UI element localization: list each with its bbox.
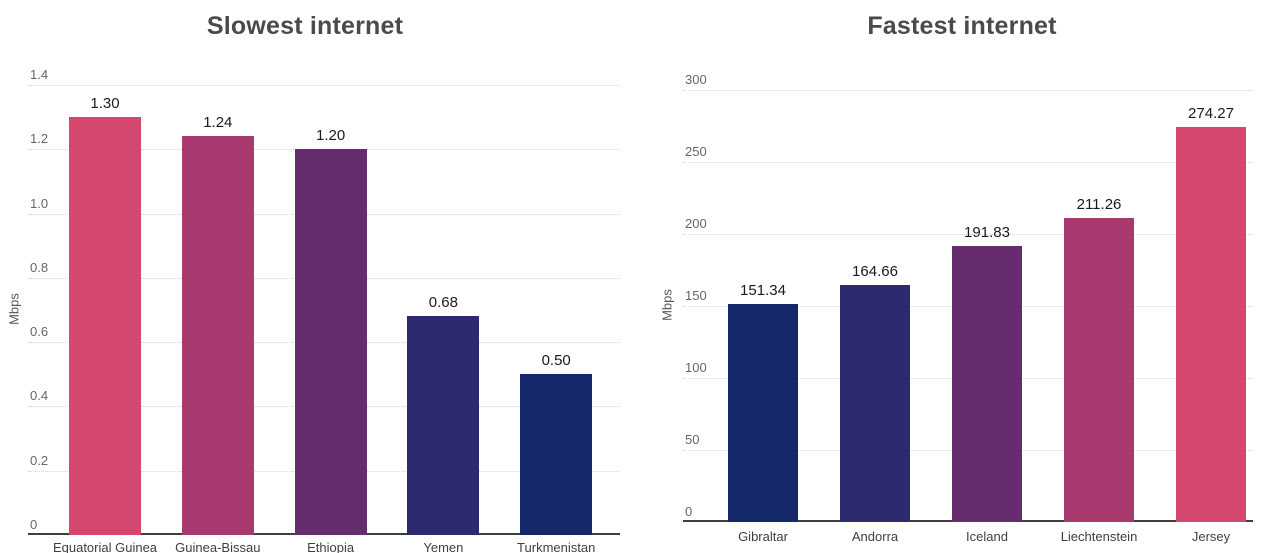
bar-value-label: 151.34 bbox=[740, 282, 786, 300]
y-tick-label: 0.2 bbox=[30, 452, 49, 468]
grid-line bbox=[683, 90, 1253, 91]
y-tick-label: 0.4 bbox=[30, 388, 49, 404]
bar bbox=[952, 245, 1022, 522]
x-category-label: Ethiopia bbox=[307, 540, 355, 553]
bar bbox=[407, 316, 480, 535]
plot-area: 0 50 100 150 200 250 300 151.34 Gibraltar 164.66 A… bbox=[683, 72, 1253, 544]
grid-line bbox=[683, 234, 1253, 235]
bar bbox=[294, 149, 367, 535]
bar bbox=[520, 374, 593, 535]
x-category-label: Jersey bbox=[1191, 529, 1231, 544]
x-category-label: Yemen bbox=[423, 540, 464, 553]
bar bbox=[69, 117, 141, 535]
y-tick-label: 50 bbox=[685, 432, 700, 447]
grid-line bbox=[28, 85, 620, 86]
x-category-label: Guinea-Bissau bbox=[175, 540, 261, 553]
y-tick-label: 300 bbox=[685, 72, 707, 87]
y-tick-label: 1.2 bbox=[30, 131, 49, 147]
bar-value-label: 0.50 bbox=[541, 352, 571, 370]
bar bbox=[1064, 217, 1134, 522]
bar bbox=[840, 284, 910, 522]
bar-value-label: 274.27 bbox=[1188, 105, 1234, 123]
chart-title: Fastest internet bbox=[867, 12, 1057, 40]
plot-area: 0 0.2 0.4 0.6 0.8 1.0 1.2 1.4 1.30 Equatorial Gui… bbox=[28, 67, 620, 553]
y-tick-label: 0.8 bbox=[30, 259, 49, 275]
x-category-label: Equatorial Guinea bbox=[52, 540, 158, 553]
x-category-label: Andorra bbox=[851, 529, 899, 544]
y-axis-label: Mbps bbox=[659, 289, 675, 321]
y-tick-label: 1.0 bbox=[30, 195, 49, 211]
bar-value-label: 1.30 bbox=[90, 95, 120, 113]
y-tick-label: 100 bbox=[685, 360, 707, 375]
grid-line bbox=[683, 162, 1253, 163]
x-category-label: Iceland bbox=[966, 529, 1008, 544]
bar bbox=[1176, 127, 1246, 522]
y-tick-label: 0 bbox=[30, 517, 38, 532]
y-tick-label: 0.6 bbox=[30, 324, 49, 340]
x-category-label: Liechtenstein bbox=[1060, 529, 1138, 544]
y-axis-label: Mbps bbox=[6, 293, 22, 325]
bar-value-label: 1.24 bbox=[203, 114, 233, 132]
bar-value-label: 1.20 bbox=[315, 127, 346, 145]
y-tick-label: 0 bbox=[685, 504, 693, 519]
chart-title: Slowest internet bbox=[206, 12, 404, 40]
y-tick-label: 200 bbox=[685, 216, 707, 231]
bar-value-label: 191.83 bbox=[964, 223, 1010, 241]
bar bbox=[728, 304, 798, 522]
y-tick-label: 150 bbox=[685, 288, 707, 303]
x-category-label: Turkmenistan bbox=[517, 540, 596, 553]
y-tick-label: 250 bbox=[685, 144, 707, 159]
x-category-label: Gibraltar bbox=[738, 529, 788, 544]
bar-value-label: 0.68 bbox=[428, 294, 458, 312]
bar bbox=[181, 136, 254, 535]
bar-value-label: 164.66 bbox=[852, 262, 898, 280]
bar-value-label: 211.26 bbox=[1076, 195, 1122, 213]
y-tick-label: 1.4 bbox=[30, 67, 49, 82]
